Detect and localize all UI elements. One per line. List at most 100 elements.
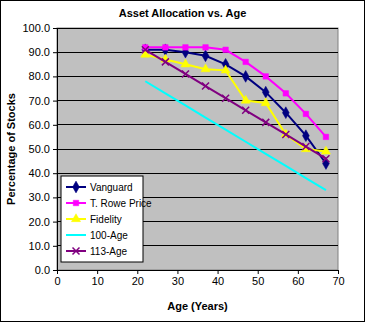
marker [242,107,249,114]
tick: 10 [92,270,104,287]
marker [243,59,248,64]
tick-mark [53,52,57,53]
legend-item: 100-Age [66,230,128,241]
tick-mark [53,246,57,247]
legend-label: T. Rowe Price [90,198,152,209]
grid-line [57,52,338,53]
axis-line [58,270,339,271]
tick-label: 20 [132,275,144,287]
marker [202,50,209,62]
tick-mark [338,270,339,274]
marker [262,86,269,98]
tick-mark [53,197,57,198]
marker [142,46,149,53]
legend-marker [73,200,78,205]
tick-mark [97,270,98,274]
series-line [145,81,326,190]
legend-marker [73,248,80,255]
grid-line [57,270,338,271]
plot-area [57,28,338,270]
tick: 20 [132,270,144,287]
x-axis-title: Age (Years) [167,300,228,312]
marker [201,64,210,72]
legend-item: T. Rowe Price [66,198,152,209]
legend-label: 113-Age [90,246,128,257]
grid-line [57,149,338,150]
tick-mark [57,270,58,274]
tick: 70.0 [29,95,57,107]
y-axis-title: Percentage of Stocks [5,93,17,205]
tick-mark [53,173,57,174]
marker [261,98,270,106]
tick: 30 [172,270,184,287]
legend-marker [73,181,80,193]
tick-label: 70.0 [29,95,50,107]
chart-background [1,1,365,322]
marker [162,58,169,65]
marker [321,146,330,154]
tick-label: 50.0 [29,143,50,155]
grid-line [57,28,338,29]
chart: 0.010.020.030.040.050.060.070.080.090.01… [0,0,365,322]
legend-swatch [66,234,86,236]
tick-mark [218,270,219,274]
legend: Vanguard T. Rowe Price Fidelity 100-Age 113-… [61,176,152,262]
marker [302,130,309,142]
marker [183,45,188,50]
marker [222,95,229,102]
tick-label: 0.0 [35,264,50,276]
tick-label: 70 [332,275,344,287]
tick: 80.0 [29,70,57,82]
tick-mark [137,270,138,274]
legend-label: 100-Age [90,230,128,241]
x-axis: 0 10 20 30 40 50 60 70 [54,270,344,287]
marker [223,47,228,52]
tick-label: 30 [172,275,184,287]
tick: 50 [252,270,264,287]
grid-line [57,76,338,77]
tick-mark [53,101,57,102]
tick-mark [258,270,259,274]
tick: 90.0 [29,46,57,58]
tick-mark [53,222,57,223]
tick-label: 10 [92,275,104,287]
marker [262,119,269,126]
legend-item: Vanguard [66,181,133,193]
marker [302,143,309,150]
marker [283,91,288,96]
tick-mark [177,270,178,274]
tick-label: 100.0 [22,22,50,34]
grid-line [57,100,338,101]
marker [221,65,230,73]
tick-label: 40 [212,275,224,287]
tick-label: 50 [252,275,264,287]
legend-label: Vanguard [90,182,133,193]
tick: 40 [212,270,224,287]
marker [282,131,289,138]
marker [322,155,329,162]
tick: 0 [54,270,60,287]
tick-mark [53,149,57,150]
marker [202,83,209,90]
tick-label: 20.0 [29,216,50,228]
tick-mark [53,28,57,29]
series-line [145,55,326,152]
axis-line [57,29,58,271]
tick-label: 30.0 [29,191,50,203]
marker [182,70,189,77]
tick-label: 10.0 [29,240,50,252]
tick: 40.0 [29,167,57,179]
legend-label: Fidelity [90,214,122,225]
tick-label: 60 [292,275,304,287]
tick-label: 40.0 [29,167,50,179]
legend-box [61,176,143,262]
series-line [145,50,326,159]
tick: 70 [332,270,344,287]
tick-label: 80.0 [29,70,50,82]
marker [181,59,190,67]
title: Asset Allocation vs. Age [119,7,247,19]
tick-mark [53,76,57,77]
marker [323,134,328,139]
tick: 60 [292,270,304,287]
legend-item: Fidelity [66,214,122,225]
